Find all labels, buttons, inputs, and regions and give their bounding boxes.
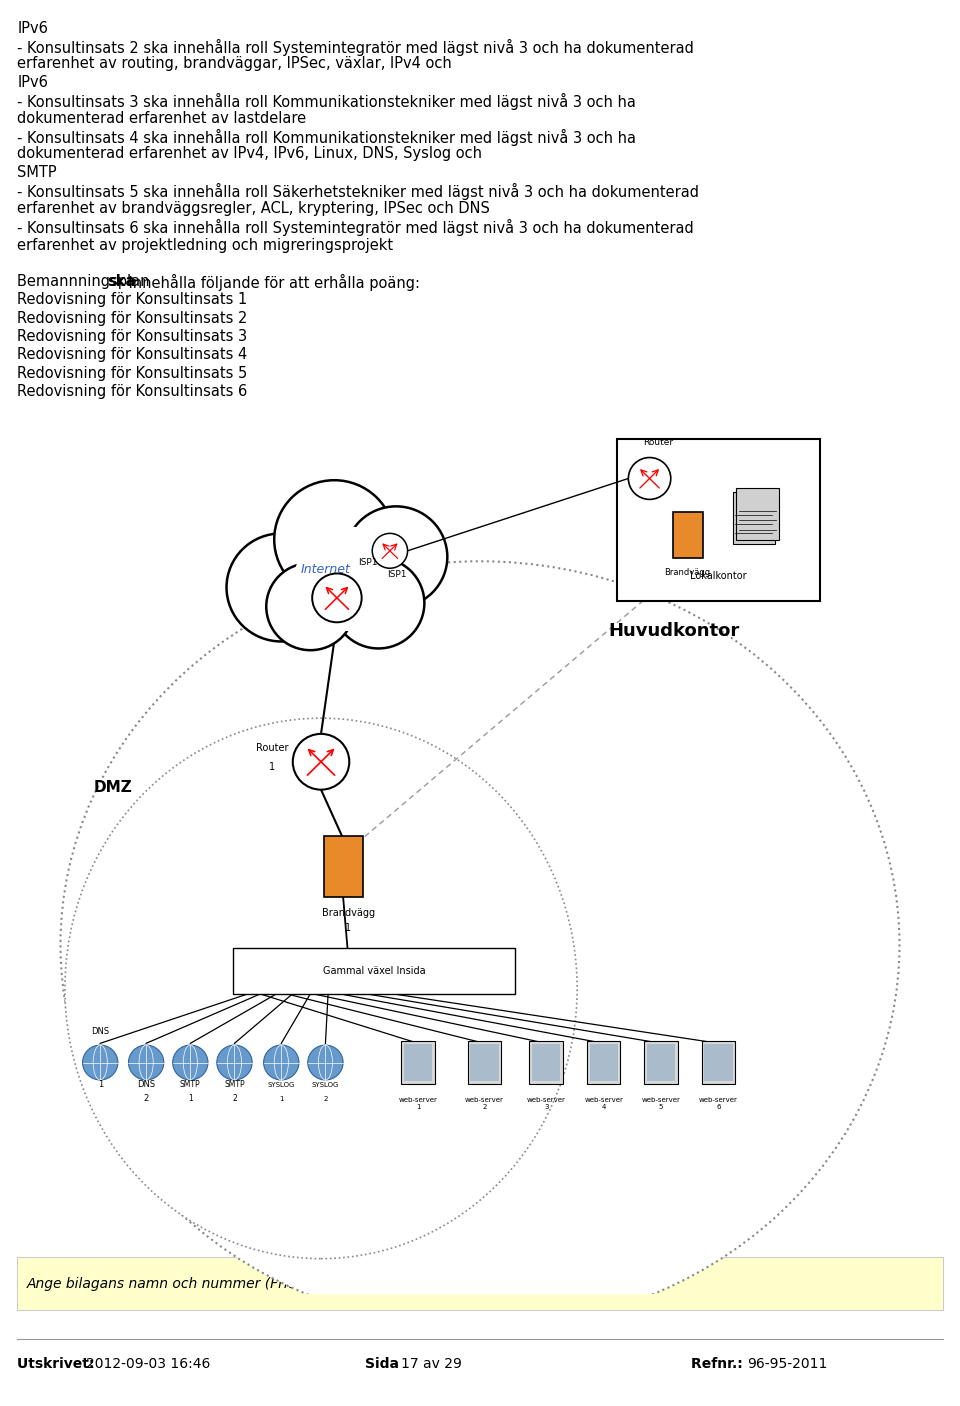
Text: 2012-09-03 16:46: 2012-09-03 16:46: [86, 1357, 211, 1371]
Bar: [468, 1040, 501, 1084]
Bar: [470, 1045, 498, 1081]
Text: - Konsultinsats 2 ska innehålla roll Systemintegratör med lägst nivå 3 och ha do: - Konsultinsats 2 ska innehålla roll Sys…: [17, 39, 694, 56]
Text: web-server
4: web-server 4: [585, 1097, 623, 1111]
Text: Router: Router: [643, 439, 674, 447]
Text: - Konsultinsats 4 ska innehålla roll Kommunikationstekniker med lägst nivå 3 och: - Konsultinsats 4 ska innehålla roll Kom…: [17, 129, 636, 146]
Bar: [736, 488, 779, 540]
Text: IPv6: IPv6: [17, 21, 48, 37]
Text: innehålla följande för att erhålla poäng:: innehålla följande för att erhålla poäng…: [124, 274, 420, 291]
Text: Lokalkontor: Lokalkontor: [690, 571, 747, 581]
Bar: [644, 1040, 678, 1084]
Circle shape: [308, 1045, 343, 1080]
Text: ISP1: ISP1: [358, 558, 377, 567]
Text: dokumenterad erfarenhet av IPv4, IPv6, Linux, DNS, Syslog och: dokumenterad erfarenhet av IPv4, IPv6, L…: [17, 146, 482, 162]
Text: 2: 2: [144, 1094, 149, 1102]
Text: 96-95-2011: 96-95-2011: [747, 1357, 828, 1371]
Text: ska: ska: [108, 274, 135, 290]
Text: web-server
1: web-server 1: [398, 1097, 438, 1111]
Text: 1: 1: [270, 762, 276, 772]
Text: 1: 1: [98, 1080, 103, 1088]
Text: Huvudkontor: Huvudkontor: [609, 621, 740, 640]
Text: web-server
2: web-server 2: [465, 1097, 504, 1111]
Text: erfarenhet av brandväggsregler, ACL, kryptering, IPSec och DNS: erfarenhet av brandväggsregler, ACL, kry…: [17, 201, 491, 217]
Circle shape: [295, 526, 400, 631]
Bar: [647, 1045, 675, 1081]
Bar: [232, 948, 516, 994]
Text: SMTP: SMTP: [224, 1080, 245, 1088]
Text: Redovisning för Konsultinsats 5: Redovisning för Konsultinsats 5: [17, 366, 248, 381]
Bar: [17, 1257, 943, 1310]
Text: 17 av 29: 17 av 29: [401, 1357, 462, 1371]
Bar: [530, 1040, 563, 1084]
Text: SMTP: SMTP: [17, 165, 57, 180]
Circle shape: [312, 574, 362, 623]
Bar: [673, 512, 703, 558]
Text: web-server
3: web-server 3: [527, 1097, 565, 1111]
Text: Refnr.:: Refnr.:: [691, 1357, 748, 1371]
Circle shape: [345, 506, 447, 607]
Text: Utskrivet:: Utskrivet:: [17, 1357, 100, 1371]
Text: Redovisning för Konsultinsats 6: Redovisning för Konsultinsats 6: [17, 384, 248, 399]
Bar: [589, 1045, 618, 1081]
Text: erfarenhet av projektledning och migreringsprojekt: erfarenhet av projektledning och migreri…: [17, 238, 394, 253]
Circle shape: [83, 1045, 118, 1080]
Bar: [401, 1040, 435, 1084]
Circle shape: [372, 533, 408, 568]
Text: Router: Router: [256, 744, 289, 754]
Bar: [702, 1040, 735, 1084]
Ellipse shape: [65, 718, 577, 1258]
Bar: [732, 492, 775, 544]
Text: Ange bilagans namn och nummer (Fritextsvar): Ange bilagans namn och nummer (Fritextsv…: [27, 1277, 351, 1291]
Text: Redovisning för Konsultinsats 2: Redovisning för Konsultinsats 2: [17, 311, 248, 326]
Text: Bemannningsplan: Bemannningsplan: [17, 274, 155, 290]
Text: 1: 1: [346, 922, 351, 934]
Circle shape: [332, 558, 424, 648]
Circle shape: [293, 734, 349, 790]
Ellipse shape: [60, 561, 900, 1329]
Text: DMZ: DMZ: [94, 780, 132, 796]
Text: - Konsultinsats 5 ska innehålla roll Säkerhetstekniker med lägst nivå 3 och ha d: - Konsultinsats 5 ska innehålla roll Säk…: [17, 183, 699, 200]
Text: DNS: DNS: [91, 1026, 109, 1036]
Text: ISP1: ISP1: [387, 569, 407, 579]
Text: - Konsultinsats 6 ska innehålla roll Systemintegratör med lägst nivå 3 och ha do: - Konsultinsats 6 ska innehålla roll Sys…: [17, 219, 694, 236]
Text: web-server
6: web-server 6: [699, 1097, 738, 1111]
Bar: [532, 1045, 561, 1081]
Text: Gammal växel Insida: Gammal växel Insida: [323, 966, 425, 976]
Text: 1: 1: [188, 1094, 193, 1102]
Bar: [587, 1040, 620, 1084]
Circle shape: [227, 533, 336, 641]
Text: SYSLOG: SYSLOG: [312, 1083, 339, 1088]
Text: DNS: DNS: [137, 1080, 156, 1088]
Circle shape: [264, 1045, 299, 1080]
Text: erfarenhet av routing, brandväggar, IPSec, växlar, IPv4 och: erfarenhet av routing, brandväggar, IPSe…: [17, 56, 452, 72]
Text: Internet: Internet: [300, 564, 350, 576]
Text: web-server
5: web-server 5: [641, 1097, 681, 1111]
Text: Brandvägg: Brandvägg: [322, 908, 375, 918]
Bar: [324, 835, 363, 897]
Text: - Konsultinsats 3 ska innehålla roll Kommunikationstekniker med lägst nivå 3 och: - Konsultinsats 3 ska innehålla roll Kom…: [17, 93, 636, 110]
Text: SMTP: SMTP: [180, 1080, 201, 1088]
Text: IPv6: IPv6: [17, 75, 48, 90]
Circle shape: [275, 481, 395, 599]
Circle shape: [629, 457, 671, 499]
Circle shape: [217, 1045, 252, 1080]
Text: Redovisning för Konsultinsats 4: Redovisning för Konsultinsats 4: [17, 347, 248, 363]
Text: Redovisning för Konsultinsats 3: Redovisning för Konsultinsats 3: [17, 329, 248, 344]
Text: 1: 1: [279, 1095, 283, 1102]
Text: Redovisning för Konsultinsats 1: Redovisning för Konsultinsats 1: [17, 292, 248, 308]
Circle shape: [266, 562, 354, 650]
Bar: [404, 1045, 432, 1081]
Text: Sida: Sida: [365, 1357, 403, 1371]
Bar: [705, 1045, 732, 1081]
Bar: [617, 439, 820, 600]
Text: 2: 2: [232, 1094, 237, 1102]
Circle shape: [173, 1045, 208, 1080]
Text: SYSLOG: SYSLOG: [268, 1083, 295, 1088]
Circle shape: [129, 1045, 164, 1080]
Text: 2: 2: [324, 1095, 327, 1102]
Text: Brandvägg: Brandvägg: [664, 568, 710, 578]
Text: dokumenterad erfarenhet av lastdelare: dokumenterad erfarenhet av lastdelare: [17, 111, 306, 127]
